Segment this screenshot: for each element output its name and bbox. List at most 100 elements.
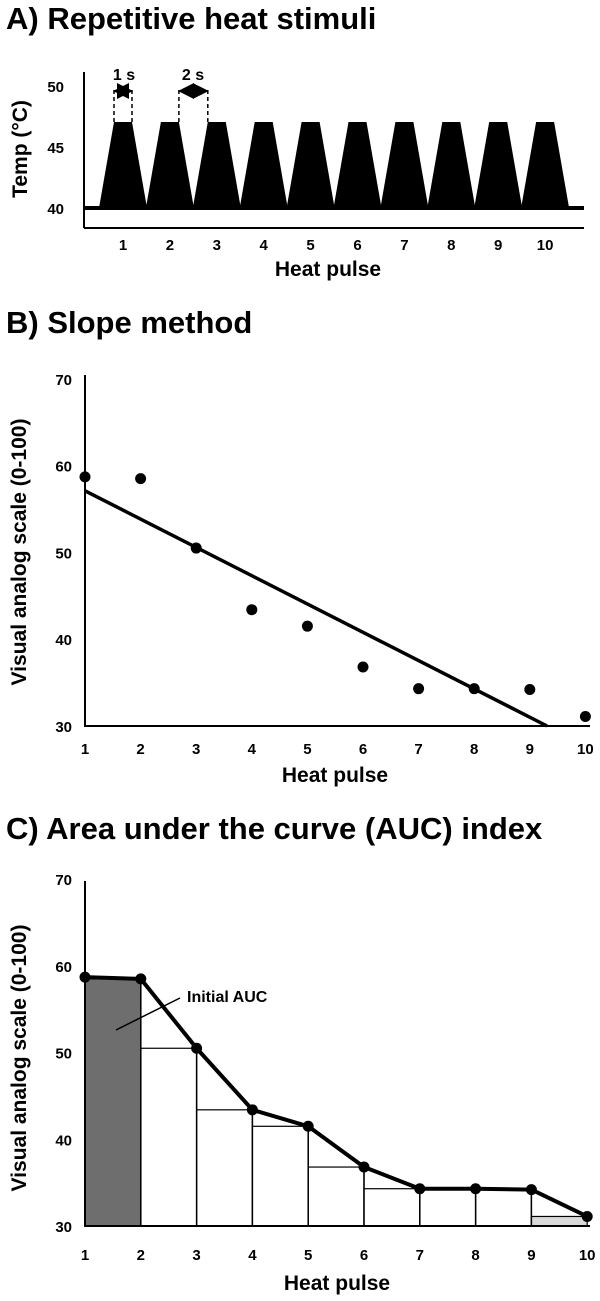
panel-b: B) Slope method Visual analog scale (0-1… xyxy=(6,305,594,787)
panel-c-y-tick: 70 xyxy=(55,872,72,889)
auc-rectangle xyxy=(363,1188,421,1227)
heat-pulse-3 xyxy=(192,122,241,208)
panel-b-y-axis-title: Visual analog scale (0-100) xyxy=(8,419,31,686)
panel-c-y-tick: 40 xyxy=(55,1132,72,1149)
panel-c-x-tick: 8 xyxy=(471,1247,479,1264)
initial-auc-rectangle xyxy=(84,978,142,1227)
vas-data-point xyxy=(190,542,202,554)
vas-curve-point xyxy=(581,1210,593,1222)
heat-pulse-9 xyxy=(474,122,523,208)
panel-a-x-tick: 10 xyxy=(537,237,554,254)
panel-b-x-tick: 4 xyxy=(248,741,257,758)
heat-pulse-4 xyxy=(239,122,288,208)
panel-a-y-tick: 40 xyxy=(47,201,64,218)
vas-data-point xyxy=(246,604,258,616)
vas-data-point xyxy=(468,683,480,695)
initial-auc-leader-line xyxy=(115,997,181,1031)
vas-data-point xyxy=(413,683,425,695)
panel-b-y-tick: 40 xyxy=(55,632,72,649)
vas-curve-point xyxy=(525,1184,537,1196)
panel-c-x-tick: 10 xyxy=(579,1247,596,1264)
panel-a-title: A) Repetitive heat stimuli xyxy=(6,1,376,36)
vas-data-point xyxy=(135,473,147,485)
vas-curve-point xyxy=(246,1104,258,1116)
panel-b-x-axis-title: Heat pulse xyxy=(282,764,388,787)
panel-b-y-tick: 50 xyxy=(55,545,72,562)
initial-auc-label: Initial AUC xyxy=(187,989,268,1006)
vas-data-point xyxy=(524,684,536,696)
panel-a-x-tick: 1 xyxy=(119,237,127,254)
panel-a-x-tick: 3 xyxy=(213,237,221,254)
panel-a-x-axis-title: Heat pulse xyxy=(275,258,381,281)
vas-curve-point xyxy=(79,971,91,983)
panel-c-x-tick: 9 xyxy=(527,1247,535,1264)
panel-a-x-tick: 6 xyxy=(353,237,361,254)
final-auc-rectangle xyxy=(530,1215,588,1227)
vas-curve-point xyxy=(414,1183,426,1195)
auc-rectangle xyxy=(196,1109,254,1227)
panel-a-x-tick: 2 xyxy=(166,237,174,254)
vas-curve-line xyxy=(84,975,589,1219)
panel-c-x-tick: 4 xyxy=(248,1247,257,1264)
vas-data-point xyxy=(79,471,91,483)
panel-b-x-tick: 6 xyxy=(359,741,367,758)
panel-b-x-tick: 5 xyxy=(303,741,311,758)
panel-a-y-tick: 50 xyxy=(47,79,64,96)
panel-a-y-tick: 45 xyxy=(47,140,64,157)
vas-curve-point xyxy=(191,1042,203,1054)
panel-b-x-tick: 7 xyxy=(414,741,422,758)
panel-c-y-tick: 30 xyxy=(55,1219,72,1236)
panel-b-x-tick: 2 xyxy=(136,741,144,758)
vas-data-point xyxy=(579,710,591,722)
vas-curve-point xyxy=(302,1120,314,1132)
auc-rectangle xyxy=(251,1125,309,1227)
panel-c-y-tick: 50 xyxy=(55,1046,72,1063)
panel-c-x-tick: 2 xyxy=(137,1247,145,1264)
auc-rectangle xyxy=(475,1188,533,1227)
panel-a: A) Repetitive heat stimuli Temp (°C) Hea… xyxy=(6,1,584,281)
panel-c-y-tick: 60 xyxy=(55,959,72,976)
heat-pulse-6 xyxy=(333,122,382,208)
panel-b-y-tick: 70 xyxy=(55,372,72,389)
panel-a-x-tick: 4 xyxy=(260,237,269,254)
panel-c-x-axis-title: Heat pulse xyxy=(284,1272,390,1295)
vas-curve-point xyxy=(470,1183,482,1195)
vas-curve-point xyxy=(135,973,147,985)
panel-c: C) Area under the curve (AUC) index Visu… xyxy=(6,811,596,1295)
vas-data-point xyxy=(301,620,313,632)
auc-rectangle xyxy=(419,1188,477,1227)
panel-c-title: C) Area under the curve (AUC) index xyxy=(6,811,543,846)
heat-pulse-5 xyxy=(286,122,335,208)
heat-pulse-8 xyxy=(427,122,476,208)
heat-pulse-2 xyxy=(145,122,194,208)
panel-c-x-tick: 5 xyxy=(304,1247,312,1264)
panel-c-x-tick: 3 xyxy=(192,1247,200,1264)
panel-a-x-tick: 9 xyxy=(494,237,502,254)
panel-b-y-tick: 30 xyxy=(55,719,72,736)
panel-c-x-tick: 7 xyxy=(416,1247,424,1264)
interval-duration-label: 2 s xyxy=(182,67,204,84)
auc-rectangle xyxy=(307,1166,365,1227)
heat-pulse-10 xyxy=(521,122,570,208)
panel-c-x-tick: 1 xyxy=(81,1247,89,1264)
heat-pulse-7 xyxy=(380,122,429,208)
panel-b-title: B) Slope method xyxy=(6,305,252,340)
heat-pulse-1 xyxy=(99,122,147,208)
auc-rectangle xyxy=(140,1047,198,1227)
panel-b-x-tick: 8 xyxy=(470,741,478,758)
panel-c-x-tick: 6 xyxy=(360,1247,368,1264)
panel-b-x-tick: 10 xyxy=(577,741,594,758)
panel-a-y-axis-title: Temp (°C) xyxy=(9,100,32,198)
pulse-duration-label: 1 s xyxy=(113,67,135,84)
panel-a-x-tick: 8 xyxy=(447,237,455,254)
vas-curve-point xyxy=(358,1161,370,1173)
vas-data-point xyxy=(357,661,369,673)
panel-b-y-tick: 60 xyxy=(55,459,72,476)
panel-b-x-tick: 9 xyxy=(526,741,534,758)
panel-b-x-tick: 1 xyxy=(81,741,89,758)
panel-a-x-tick: 7 xyxy=(400,237,408,254)
panel-b-x-tick: 3 xyxy=(192,741,200,758)
panel-c-y-axis-title: Visual analog scale (0-100) xyxy=(8,925,31,1192)
panel-a-x-tick: 5 xyxy=(306,237,314,254)
